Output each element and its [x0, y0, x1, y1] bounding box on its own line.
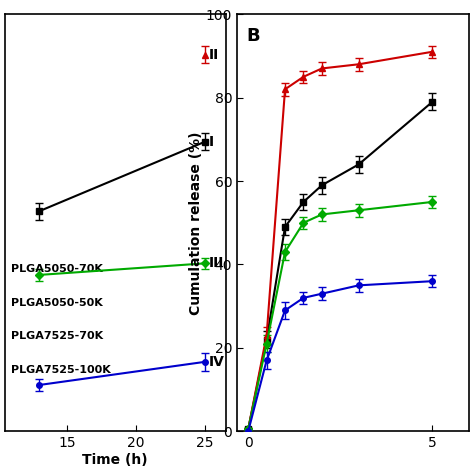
- Text: PLGA7525-100K: PLGA7525-100K: [11, 365, 111, 374]
- Text: PLGA5050-70K: PLGA5050-70K: [11, 264, 103, 274]
- Y-axis label: Cumulation release (%): Cumulation release (%): [189, 131, 203, 315]
- Text: B: B: [246, 27, 260, 45]
- Text: I: I: [209, 135, 214, 149]
- Text: IV: IV: [209, 355, 225, 369]
- Text: PLGA7525-70K: PLGA7525-70K: [11, 331, 103, 341]
- X-axis label: Time (h): Time (h): [82, 453, 148, 467]
- Text: III: III: [209, 256, 225, 270]
- Text: PLGA5050-50K: PLGA5050-50K: [11, 298, 103, 308]
- Text: II: II: [209, 48, 219, 62]
